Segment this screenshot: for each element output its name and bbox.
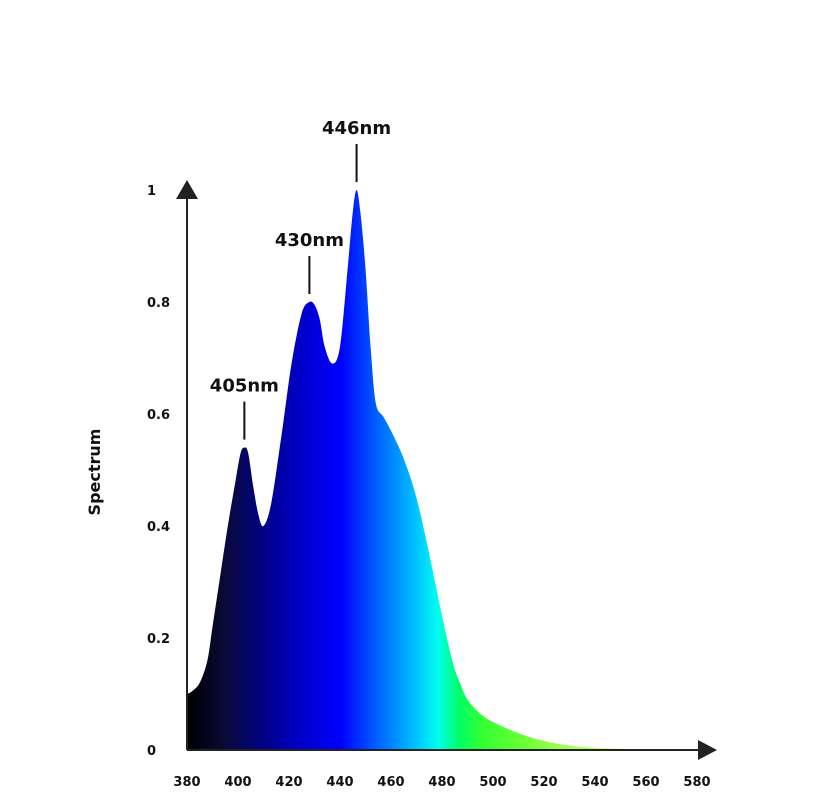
x-tick-label: 580 [683, 775, 710, 790]
peak-label: 405nm [210, 376, 279, 397]
peak-label: 430nm [275, 230, 344, 251]
x-tick-label: 420 [275, 775, 302, 790]
x-tick-label: 480 [428, 775, 455, 790]
x-tick-label: 400 [224, 775, 251, 790]
y-tick-label: 0.8 [147, 296, 170, 311]
x-tick-label: 560 [632, 775, 659, 790]
x-tick-label: 460 [377, 775, 404, 790]
y-axis-arrow [176, 180, 198, 199]
y-axis-title: Spectrum [85, 429, 104, 516]
y-tick-label: 0.6 [147, 408, 170, 423]
peak-label: 446nm [322, 118, 391, 139]
spectrum-area [187, 190, 697, 750]
x-tick-label: 380 [173, 775, 200, 790]
x-axis-arrow [698, 740, 717, 760]
y-tick-label: 0.4 [147, 520, 170, 535]
x-tick-label: 500 [479, 775, 506, 790]
x-tick-label: 540 [581, 775, 608, 790]
y-tick-label: 0 [147, 744, 156, 759]
y-tick-label: 0.2 [147, 632, 170, 647]
y-tick-label: 1 [147, 184, 156, 199]
x-tick-label: 520 [530, 775, 557, 790]
x-tick-label: 440 [326, 775, 353, 790]
